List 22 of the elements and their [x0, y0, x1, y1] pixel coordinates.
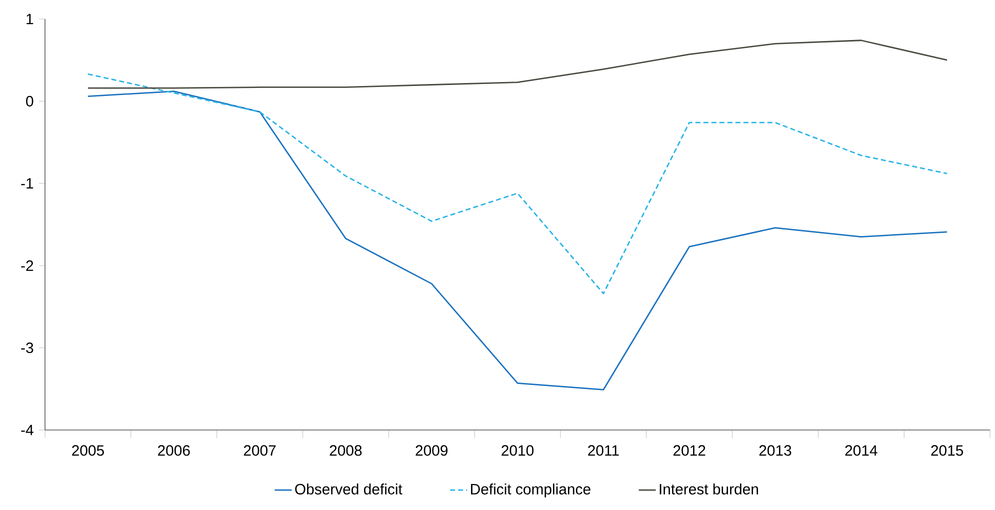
x-tick-label: 2013 [759, 445, 792, 456]
legend-label: Interest burden [660, 484, 758, 494]
line-series [87, 90, 948, 390]
x-tick-label: 2010 [502, 445, 534, 456]
x-tick-label: 2015 [931, 445, 964, 456]
y-tick-label: 0 [26, 96, 34, 106]
y-tick-label: -2 [21, 260, 34, 271]
x-tick-label: 2009 [416, 445, 448, 456]
x-tick-label: 2008 [330, 445, 362, 456]
x-tick-label: 2012 [673, 445, 706, 456]
y-tick-label: -3 [21, 342, 34, 354]
x-tick-label: 2007 [244, 445, 276, 456]
x-tick-label: 2006 [158, 445, 190, 456]
x-tick-label: 2011 [588, 445, 619, 456]
legend-label: Deficit compliance [471, 484, 590, 498]
x-tick-label: 2014 [845, 445, 878, 456]
line-series [87, 40, 948, 89]
legend-label: Observed deficit [295, 484, 402, 494]
y-tick-label: -4 [21, 424, 34, 436]
x-tick-label: 2005 [72, 445, 104, 456]
y-tick-label: 1 [26, 14, 34, 24]
y-tick-label: -1 [21, 178, 34, 189]
